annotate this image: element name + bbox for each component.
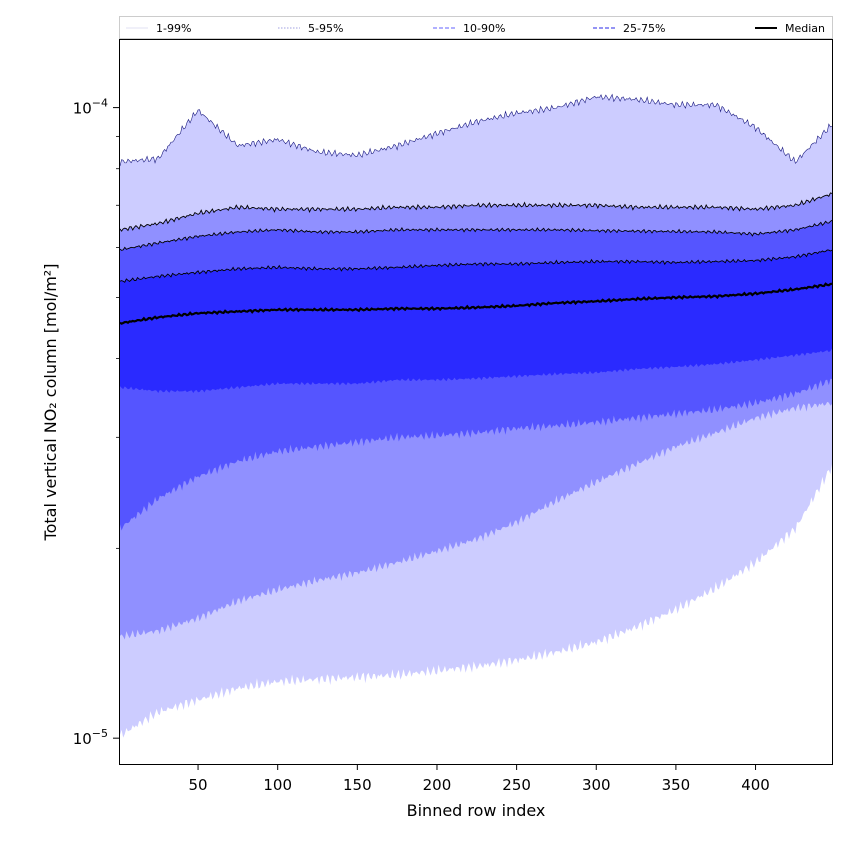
x-axis: 50 100 150 200 250 300 350 400 xyxy=(189,764,770,794)
legend-label: 25-75% xyxy=(623,22,665,35)
band-25-75pct xyxy=(120,250,832,394)
band-upper-edge-25-75pct xyxy=(119,249,833,283)
x-tick-label: 350 xyxy=(662,776,691,794)
median-line xyxy=(119,282,833,325)
x-tick-label: 400 xyxy=(741,776,770,794)
plot-frame xyxy=(119,39,833,765)
y-tick-label: 10−4 xyxy=(73,97,108,118)
x-axis-label: Binned row index xyxy=(407,801,546,820)
legend-box xyxy=(119,16,833,39)
legend-label: 5-95% xyxy=(308,22,343,35)
legend: 1-99% 5-95% 10-90% 25-75% Median xyxy=(119,16,833,39)
x-tick-label: 250 xyxy=(502,776,531,794)
x-tick-label: 150 xyxy=(343,776,372,794)
y-axis: 10−5 10−4 xyxy=(73,97,120,748)
legend-label: 1-99% xyxy=(156,22,191,35)
legend-label: 10-90% xyxy=(463,22,505,35)
x-tick-label: 100 xyxy=(263,776,292,794)
band-upper-edge-5-95pct xyxy=(119,192,833,232)
bands-layer xyxy=(120,94,832,738)
x-tick-label: 300 xyxy=(582,776,611,794)
legend-label: Median xyxy=(785,22,825,35)
x-tick-label: 50 xyxy=(189,776,208,794)
band-upper-edge-10-90pct xyxy=(119,219,833,251)
band-upper-edge-1-99pct xyxy=(119,93,833,167)
y-tick-label: 10−5 xyxy=(73,727,108,748)
y-axis-label: Total vertical NO₂ column [mol/m²] xyxy=(41,264,60,542)
x-tick-label: 200 xyxy=(423,776,452,794)
plot-area xyxy=(119,93,833,738)
band-edges-layer xyxy=(119,93,833,283)
